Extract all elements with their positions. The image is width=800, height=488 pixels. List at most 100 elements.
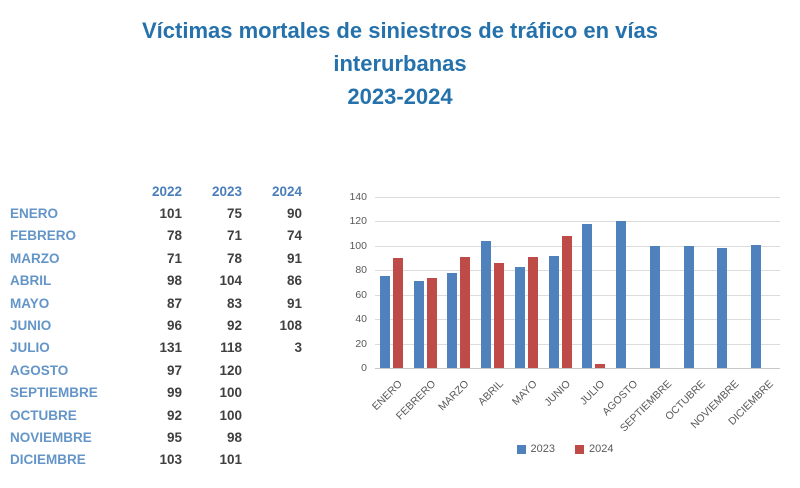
value-cell bbox=[242, 359, 302, 381]
table-row: JUNIO 96 92 108 bbox=[10, 314, 302, 336]
value-cell: 90 bbox=[286, 206, 302, 222]
legend-swatch-2024 bbox=[575, 444, 584, 454]
value-cell: 78 bbox=[226, 250, 242, 266]
gridline-80 bbox=[375, 270, 780, 272]
title-line-3: 2023-2024 bbox=[347, 84, 453, 109]
value-cell: 104 bbox=[219, 273, 242, 289]
monthly-victims-table: 2022 2023 2024 ENERO 101 75 90 FEBRERO 78 71 74 MA… bbox=[10, 180, 302, 471]
legend-label-2023: 2023 bbox=[530, 443, 555, 455]
gridline-20 bbox=[375, 343, 780, 345]
month-label: ENERO bbox=[10, 206, 59, 222]
y-tick-label-20: 20 bbox=[355, 337, 367, 350]
value-cell: 92 bbox=[166, 407, 182, 423]
table-row: MARZO 71 78 91 bbox=[10, 247, 302, 269]
month-label: AGOSTO bbox=[10, 362, 69, 378]
x-tick-label-junio: JUNIO bbox=[542, 378, 574, 409]
legend-label-2024: 2024 bbox=[589, 443, 614, 455]
month-label: JUNIO bbox=[10, 318, 52, 334]
y-tick-label-80: 80 bbox=[355, 264, 367, 277]
value-cell: 74 bbox=[286, 228, 302, 244]
value-cell: 118 bbox=[220, 340, 242, 356]
chart-legend: 2023 2024 bbox=[335, 443, 795, 455]
value-cell: 98 bbox=[166, 273, 182, 289]
table-row: FEBRERO 78 71 74 bbox=[10, 225, 302, 247]
bar-2023-noviembre bbox=[717, 248, 728, 368]
y-tick-label-60: 60 bbox=[355, 288, 367, 301]
title-line-1: Víctimas mortales de siniestros de tráfi… bbox=[142, 18, 658, 43]
month-label: OCTUBRE bbox=[10, 407, 77, 423]
bar-2023-junio bbox=[548, 255, 559, 368]
legend-item-2023: 2023 bbox=[516, 443, 555, 455]
value-cell: 103 bbox=[159, 452, 182, 468]
table-row: MAYO 87 83 91 bbox=[10, 292, 302, 314]
bar-2023-agosto bbox=[616, 221, 627, 368]
value-cell: 86 bbox=[286, 273, 302, 289]
table-row: DICIEMBRE 103 101 bbox=[10, 449, 302, 471]
bar-2023-febrero bbox=[413, 281, 424, 368]
legend-item-2024: 2024 bbox=[575, 443, 613, 455]
value-cell: 91 bbox=[286, 295, 302, 311]
table-row: AGOSTO 97 120 bbox=[10, 359, 302, 381]
bar-2023-mayo bbox=[514, 266, 525, 368]
value-cell: 120 bbox=[219, 362, 242, 378]
value-cell: 97 bbox=[166, 362, 182, 378]
table-corner-cell bbox=[10, 180, 122, 202]
table-header: 2022 2023 2024 bbox=[10, 180, 302, 202]
bar-2023-diciembre bbox=[751, 244, 762, 368]
x-tick-label-abril: ABRIL bbox=[475, 378, 506, 408]
y-tick-label-0: 0 bbox=[361, 362, 367, 374]
month-label: ABRIL bbox=[10, 273, 52, 289]
value-cell: 92 bbox=[226, 318, 242, 334]
month-label: DICIEMBRE bbox=[10, 452, 86, 468]
page-title: Víctimas mortales de siniestros de tráfi… bbox=[0, 14, 800, 113]
gridline-100 bbox=[375, 245, 780, 247]
table-row: ENERO 101 75 90 bbox=[10, 202, 302, 224]
value-cell: 108 bbox=[279, 318, 302, 334]
value-cell: 78 bbox=[166, 228, 182, 244]
bar-2024-febrero bbox=[426, 277, 437, 368]
value-cell: 99 bbox=[166, 385, 182, 401]
month-label: SEPTIEMBRE bbox=[10, 385, 98, 401]
table-row: SEPTIEMBRE 99 100 bbox=[10, 382, 302, 404]
value-cell bbox=[242, 404, 302, 426]
month-label: MARZO bbox=[10, 250, 60, 266]
value-cell: 87 bbox=[166, 295, 182, 311]
bar-2024-marzo bbox=[460, 256, 471, 368]
bar-2023-septiembre bbox=[649, 245, 660, 368]
value-cell: 83 bbox=[226, 295, 242, 311]
value-cell: 3 bbox=[294, 340, 302, 356]
value-cell: 101 bbox=[159, 206, 182, 222]
gridline-0 bbox=[375, 368, 780, 369]
value-cell: 71 bbox=[166, 250, 182, 266]
bar-2024-abril bbox=[494, 262, 505, 368]
bar-2023-octubre bbox=[683, 245, 694, 368]
gridline-140 bbox=[375, 197, 780, 198]
value-cell: 131 bbox=[159, 340, 182, 356]
y-tick-label-40: 40 bbox=[355, 313, 367, 326]
month-label: NOVIEMBRE bbox=[10, 429, 92, 445]
table-row: JULIO 131 118 3 bbox=[10, 337, 302, 359]
y-tick-label-100: 100 bbox=[349, 239, 367, 252]
bar-2023-enero bbox=[379, 276, 390, 368]
value-cell: 96 bbox=[166, 318, 182, 334]
value-cell bbox=[242, 449, 302, 471]
value-cell: 98 bbox=[226, 429, 242, 445]
value-cell: 100 bbox=[219, 407, 242, 423]
value-cell: 71 bbox=[226, 228, 242, 244]
value-cell: 100 bbox=[219, 385, 242, 401]
value-cell: 91 bbox=[286, 250, 302, 266]
table-row: NOVIEMBRE 95 98 bbox=[10, 426, 302, 448]
year-header-2024: 2024 bbox=[271, 183, 302, 199]
bar-2024-junio bbox=[561, 236, 572, 368]
bar-2023-marzo bbox=[447, 272, 458, 368]
value-cell bbox=[242, 426, 302, 448]
y-tick-label-120: 120 bbox=[349, 215, 367, 228]
value-cell: 95 bbox=[166, 429, 182, 445]
bar-2023-abril bbox=[481, 240, 492, 368]
month-label: FEBRERO bbox=[10, 228, 77, 244]
x-tick-label-julio: JULIO bbox=[577, 378, 607, 408]
title-line-2: interurbanas bbox=[333, 51, 467, 76]
year-header-2023: 2023 bbox=[211, 183, 242, 199]
value-cell bbox=[242, 382, 302, 404]
bar-2024-julio bbox=[595, 364, 606, 368]
